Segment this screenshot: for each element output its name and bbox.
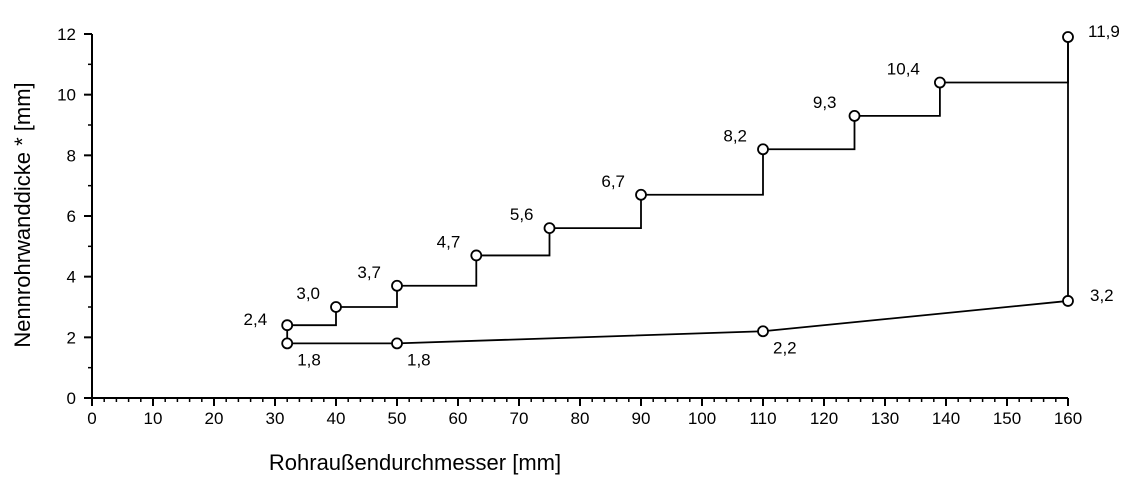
- x-tick-label: 40: [327, 409, 346, 428]
- axes: 0 10 20 30 40 50 60 70 80 90 100 110 120 130 140 150 160…: [57, 25, 1082, 428]
- x-tick-label: 90: [632, 409, 651, 428]
- data-label-upper: 10,4: [887, 60, 920, 79]
- data-point-upper: [281, 319, 294, 332]
- x-tick-label: 110: [749, 409, 776, 428]
- y-tick-label: 6: [67, 207, 76, 226]
- data-label-upper: 5,6: [510, 205, 534, 224]
- x-tick-label: 20: [205, 409, 224, 428]
- data-label-lower: 1,8: [407, 350, 431, 369]
- data-point-upper: [757, 143, 769, 156]
- x-tick-label: 160: [1054, 409, 1082, 428]
- series-layer: [281, 31, 1074, 350]
- data-point-upper: [1062, 31, 1074, 43]
- data-label-upper: 4,7: [437, 232, 461, 251]
- x-tick-label: 100: [688, 409, 716, 428]
- data-label-upper: 8,2: [723, 126, 747, 145]
- data-point-lower: [757, 325, 769, 338]
- x-tick-label: 30: [266, 409, 285, 428]
- data-label-upper: 11,9: [1088, 22, 1120, 41]
- data-label-upper: 3,7: [357, 263, 381, 282]
- data-label-lower: 1,8: [297, 350, 321, 369]
- y-tick-label: 2: [67, 328, 76, 347]
- series-line-upper-step: [287, 37, 1069, 327]
- data-label-upper: 9,3: [813, 93, 837, 112]
- data-label-lower: 3,2: [1090, 286, 1114, 305]
- x-tick-label: 80: [571, 409, 590, 428]
- x-tick-label: 70: [510, 409, 529, 428]
- y-tick-label: 0: [67, 389, 76, 408]
- data-point-upper: [848, 110, 861, 122]
- x-tick-label: 10: [144, 409, 163, 428]
- y-tick-label: 10: [57, 86, 76, 105]
- x-tick-label: 140: [932, 409, 960, 428]
- x-tick-label: 130: [871, 409, 899, 428]
- data-label-upper: 2,4: [244, 310, 268, 329]
- data-label-upper: 6,7: [601, 172, 625, 191]
- data-point-upper: [635, 188, 647, 201]
- data-point-upper: [934, 76, 946, 89]
- x-axis-title: Rohraußendurchmesser [mm]: [269, 450, 561, 475]
- x-tick-label: 120: [810, 409, 838, 428]
- x-tick-label: 0: [87, 409, 96, 428]
- x-tick-label: 150: [993, 409, 1021, 428]
- data-point-upper: [391, 279, 403, 292]
- x-tick-label: 50: [388, 409, 407, 428]
- data-point-lower: [1062, 295, 1074, 307]
- y-tick-label: 4: [67, 268, 76, 287]
- y-axis-title: Nennrohrwanddicke * [mm]: [10, 82, 35, 347]
- data-point-lower: [391, 337, 403, 350]
- series-line-lower: [287, 300, 1069, 345]
- data-labels: 2,4 3,0 3,7 4,7 5,6 6,7 8,2 9,3 10,4 11,9 1,8 1,8 2,…: [244, 22, 1120, 369]
- y-tick-label: 12: [57, 25, 76, 44]
- data-label-upper: 3,0: [296, 284, 320, 303]
- data-point-upper: [543, 222, 556, 235]
- x-tick-label: 60: [449, 409, 468, 428]
- data-point-upper: [470, 249, 483, 262]
- data-point-upper: [330, 301, 342, 313]
- data-label-lower: 2,2: [773, 338, 797, 357]
- data-point-lower: [281, 337, 294, 350]
- y-tick-label: 8: [67, 146, 76, 165]
